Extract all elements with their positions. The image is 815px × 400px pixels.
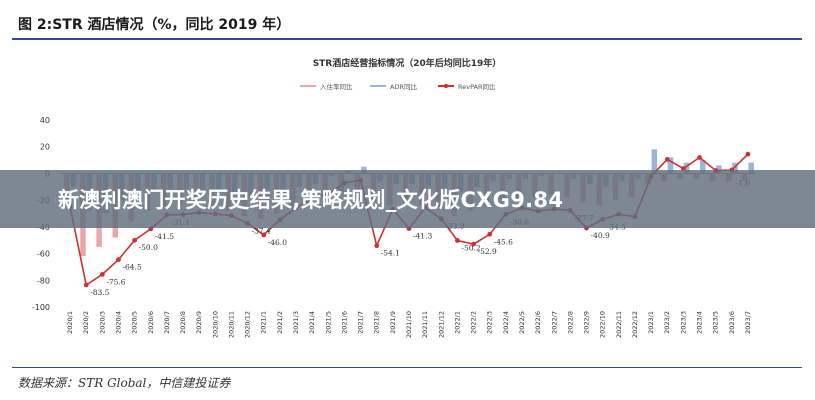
x-tick-label: 2020/11 — [227, 311, 235, 338]
data-label: -45.6 — [494, 237, 513, 246]
data-label: -41.3 — [413, 232, 432, 241]
bar-adr — [700, 160, 706, 174]
x-tick-label: 2020/10 — [211, 311, 219, 338]
point-revpar — [664, 157, 670, 162]
point-revpar — [697, 155, 702, 160]
point-revpar — [680, 166, 686, 172]
x-tick-label: 2023/1 — [647, 311, 655, 334]
x-tick-label: 2021/4 — [308, 311, 316, 334]
bar-adr — [716, 165, 722, 174]
bar-adr — [651, 149, 658, 174]
source-note: 数据来源：STR Global，中信建投证券 — [18, 376, 231, 390]
data-label: -50.2 — [461, 243, 480, 252]
data-label: -50.0 — [139, 243, 158, 252]
x-tick-label: 2022/10 — [599, 311, 607, 338]
x-tick-label: 2023/7 — [744, 311, 752, 334]
legend-label: RevPAR同比 — [458, 82, 496, 91]
x-tick-label: 2022/3 — [486, 311, 494, 334]
x-tick-label: 2021/11 — [421, 311, 429, 338]
point-revpar — [455, 238, 460, 243]
data-label: -52.9 — [478, 247, 497, 256]
x-tick-label: 2021/10 — [405, 311, 413, 338]
x-tick-label: 2022/11 — [615, 311, 623, 338]
x-tick-label: 2023/4 — [696, 311, 704, 334]
x-tick-label: 2022/2 — [470, 311, 478, 334]
x-tick-label: 2021/6 — [340, 311, 348, 334]
x-tick-label: 2021/1 — [260, 311, 268, 334]
figure-title: 图 2:STR 酒店情况（%，同比 2019 年） — [18, 17, 291, 33]
overlay-banner: 新澳利澳门开奖历史结果,策略规划_文化版CXG9.84 — [0, 170, 815, 228]
x-tick-label: 2022/8 — [566, 311, 574, 334]
x-tick-label: 2021/9 — [389, 311, 397, 334]
x-tick-label: 2023/6 — [728, 311, 736, 334]
data-label: -37.4 — [252, 226, 271, 235]
x-tick-label: 2021/2 — [276, 311, 284, 334]
point-revpar — [261, 232, 267, 238]
x-tick-label: 2022/7 — [550, 311, 558, 334]
x-tick-label: 2023/3 — [679, 311, 687, 334]
x-tick-label: 2021/3 — [292, 311, 300, 334]
bar-adr — [748, 162, 754, 174]
x-tick-label: 2020/1 — [66, 311, 74, 334]
data-label: -54.1 — [381, 249, 400, 258]
x-tick-label: 2020/5 — [131, 311, 139, 334]
chart-title: STR酒店经营指标情况（20年后均同比19年） — [313, 57, 502, 69]
x-tick-label: 2022/4 — [502, 311, 510, 334]
point-revpar — [471, 241, 476, 247]
overlay-banner-text: 新澳利澳门开奖历史结果,策略规划_文化版CXG9.84 — [58, 188, 564, 212]
data-label: -40.9 — [591, 231, 610, 240]
y-tick-label: -60 — [37, 250, 50, 259]
point-revpar — [487, 231, 493, 237]
legend-label: ADR同比 — [390, 82, 417, 91]
x-tick-label: 2023/5 — [712, 311, 720, 334]
bar-adr — [667, 157, 674, 174]
top-rule — [12, 38, 802, 40]
x-tick-label: 2020/6 — [147, 311, 155, 334]
point-revpar — [83, 282, 89, 288]
y-tick-label: -80 — [37, 276, 50, 285]
point-revpar — [132, 237, 138, 243]
point-revpar — [374, 243, 380, 249]
x-tick-label: 2022/9 — [583, 311, 591, 334]
x-tick-label: 2020/7 — [163, 311, 171, 334]
data-label: -41.5 — [155, 232, 174, 241]
x-tick-label: 2020/12 — [244, 311, 252, 338]
x-tick-label: 2021/7 — [357, 311, 365, 334]
x-tick-label: 2021/5 — [324, 311, 332, 334]
y-tick-label: -100 — [32, 303, 50, 312]
data-label: -46.0 — [268, 238, 287, 247]
data-label: -64.5 — [122, 263, 141, 272]
x-tick-label: 2022/12 — [631, 311, 639, 338]
point-revpar — [745, 151, 751, 157]
x-tick-label: 2020/9 — [195, 311, 203, 334]
x-tick-label: 2020/3 — [98, 311, 106, 334]
data-label: -75.6 — [106, 277, 125, 286]
x-tick-label: 2020/4 — [114, 311, 122, 334]
bar-adr — [683, 162, 690, 174]
point-revpar — [116, 257, 121, 262]
x-tick-label: 2020/2 — [82, 311, 90, 334]
y-tick-label: 20 — [40, 143, 50, 152]
legend-marker — [443, 83, 449, 89]
x-tick-label: 2020/8 — [179, 311, 187, 334]
x-tick-label: 2022/1 — [453, 311, 461, 334]
bar-adr — [732, 162, 738, 174]
x-tick-label: 2021/12 — [437, 311, 445, 338]
bottom-rule — [12, 367, 802, 368]
x-tick-label: 2023/2 — [663, 311, 671, 334]
legend-label: 入住率同比 — [320, 82, 353, 91]
y-tick-label: 40 — [40, 116, 50, 125]
data-label: -83.5 — [90, 288, 109, 297]
point-revpar — [99, 272, 105, 277]
x-tick-label: 2022/5 — [518, 311, 526, 334]
x-tick-label: 2021/8 — [373, 311, 381, 334]
x-tick-label: 2022/6 — [534, 311, 542, 334]
